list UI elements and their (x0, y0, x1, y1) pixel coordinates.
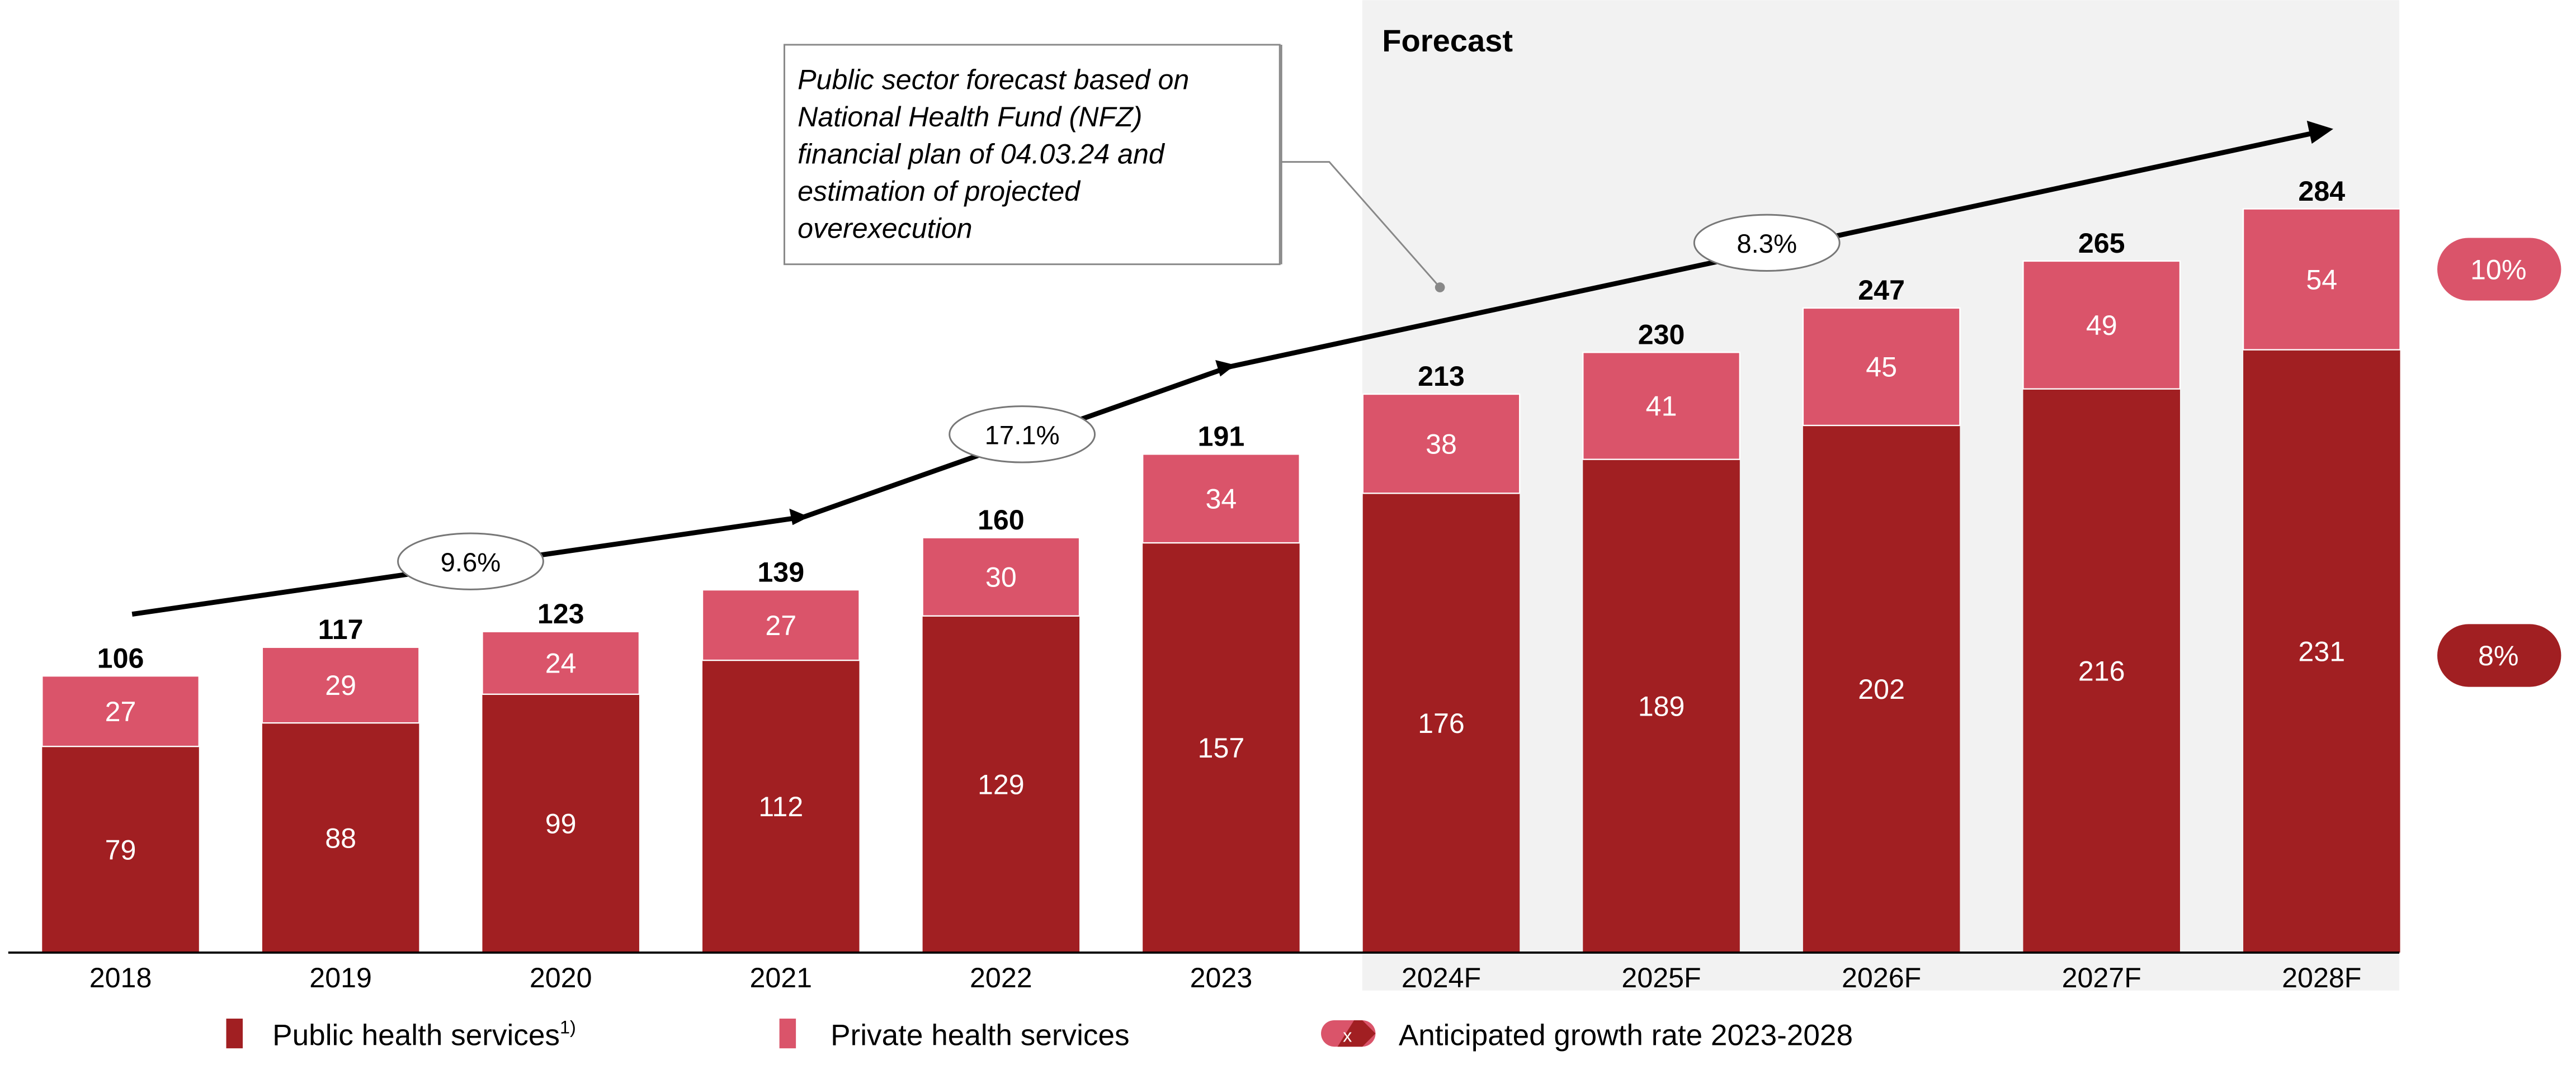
data-label-total: 247 (1858, 274, 1905, 306)
bar-private (1582, 352, 1741, 460)
bar-public (42, 746, 199, 953)
data-label-public: 99 (545, 808, 577, 840)
annotation-text-line: financial plan of 04.03.24 and (798, 139, 1166, 170)
data-label-private: 24 (545, 647, 577, 679)
data-label-total: 191 (1198, 421, 1245, 452)
x-tick-label: 2027F (2062, 962, 2141, 993)
bar-public (702, 660, 860, 953)
x-tick-label: 2028F (2282, 962, 2361, 993)
bar-private (1802, 307, 1961, 427)
data-label-total: 265 (2078, 228, 2125, 259)
data-label-private: 49 (2086, 310, 2117, 341)
series-growth-pill (2437, 624, 2561, 687)
legend-swatch-public (226, 1019, 243, 1049)
x-tick-label: 2020 (530, 962, 592, 993)
data-label-total: 160 (978, 504, 1025, 536)
data-label-public: 202 (1858, 674, 1905, 705)
annotation-text-line: Public sector forecast based on (798, 64, 1189, 96)
series-growth-label: 8% (2478, 640, 2519, 671)
bar-public (1803, 425, 1960, 953)
data-label-total: 230 (1638, 319, 1685, 351)
data-label-public: 176 (1418, 708, 1465, 739)
data-label-public: 129 (978, 769, 1025, 801)
x-tick-label: 2026F (1842, 962, 1921, 993)
growth-rate-label: 9.6% (441, 548, 501, 578)
legend-swatch-private (779, 1019, 796, 1049)
growth-rate-label: 17.1% (985, 421, 1060, 451)
bar-private (261, 646, 420, 724)
bar-public (482, 694, 639, 953)
bar-private (2242, 208, 2401, 351)
bar-public (1143, 543, 1300, 953)
forecast-label: Forecast (1382, 23, 1513, 58)
legend-label-private: Private health services (831, 1019, 1129, 1052)
bar-public (922, 616, 1080, 953)
bar-private (1141, 453, 1300, 544)
growth-rate-bubble (1693, 214, 1841, 272)
data-label-private: 30 (985, 561, 1017, 593)
bar-public (262, 723, 419, 953)
x-tick-label: 2025F (1621, 962, 1701, 993)
legend: Public health services1) Private health … (226, 1017, 1853, 1052)
data-label-public: 231 (2298, 636, 2345, 667)
legend-label-growth: Anticipated growth rate 2023-2028 (1399, 1019, 1853, 1052)
x-tick-label: 2022 (970, 962, 1032, 993)
data-label-total: 213 (1418, 361, 1465, 392)
data-label-total: 284 (2298, 176, 2345, 207)
data-label-public: 79 (105, 834, 136, 865)
data-label-total: 139 (757, 556, 804, 588)
data-label-private: 54 (2306, 264, 2337, 295)
data-label-public: 88 (325, 822, 356, 854)
x-tick-label: 2018 (89, 962, 152, 993)
data-label-public: 189 (1638, 691, 1685, 722)
annotation-text-line: estimation of projected (798, 176, 1081, 207)
data-label-private: 34 (1206, 483, 1237, 514)
series-growth-label: 10% (2470, 254, 2526, 285)
bar-public (2243, 349, 2400, 953)
data-label-total: 123 (537, 598, 584, 629)
bar-public (1362, 493, 1520, 953)
data-label-private: 27 (765, 610, 796, 641)
annotation-callout: Public sector forecast based on National … (783, 44, 1445, 292)
legend-growth-pill-icon: x (1321, 1020, 1376, 1047)
data-label-total: 117 (318, 614, 364, 645)
arrowhead-icon (2306, 120, 2333, 144)
arrowhead-icon (789, 508, 809, 526)
bar-private (2022, 260, 2181, 390)
annotation-text-line: overexecution (798, 212, 972, 244)
bar-private (922, 537, 1081, 617)
bar-public (2023, 389, 2180, 953)
bar-private (41, 675, 200, 747)
x-tick-label: 2023 (1190, 962, 1253, 993)
arrowhead-icon (1215, 359, 1235, 377)
data-label-private: 45 (1866, 352, 1897, 383)
growth-rate-bubble (949, 405, 1096, 463)
bar-private (701, 589, 860, 661)
data-label-private: 38 (1426, 428, 1457, 460)
series-growth-pill (2437, 238, 2561, 301)
x-tick-label: 2024F (1402, 962, 1481, 993)
bar-private (482, 631, 640, 695)
svg-text:x: x (1343, 1025, 1352, 1045)
data-label-public: 216 (2078, 656, 2125, 687)
legend-label-public: Public health services1) (272, 1017, 576, 1052)
bar-private (1362, 393, 1521, 494)
data-label-private: 27 (105, 696, 136, 727)
x-tick-label: 2019 (309, 962, 372, 993)
data-label-public: 157 (1198, 732, 1245, 764)
x-tick-label: 2021 (749, 962, 812, 993)
growth-rate-bubble (397, 532, 544, 590)
data-label-total: 106 (97, 642, 144, 674)
data-label-private: 41 (1646, 391, 1677, 422)
data-label-private: 29 (325, 670, 356, 701)
annotation-text-line: National Health Fund (NFZ) (798, 101, 1142, 132)
growth-rate-label: 8.3% (1737, 229, 1797, 259)
bar-public (1583, 459, 1740, 953)
data-label-public: 112 (758, 791, 803, 822)
